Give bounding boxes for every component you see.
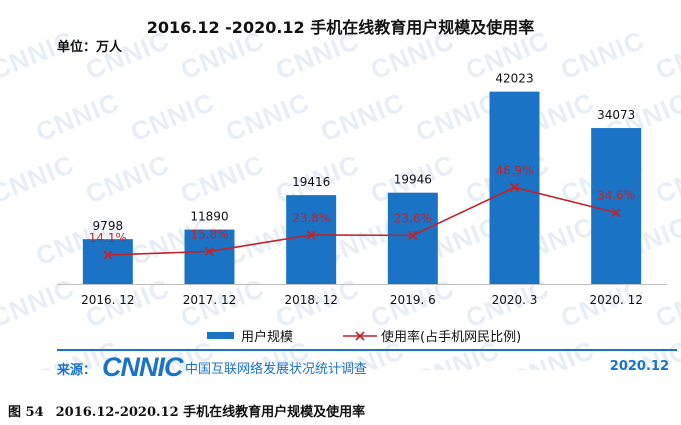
chart-canvas: 9798 11890 19416 19946 42023 34073 2016. 12 201… — [57, 72, 667, 307]
rate-value-label: 14.1% — [89, 231, 127, 245]
rate-value-label: 34.6% — [597, 189, 635, 203]
bar — [82, 239, 133, 284]
rate-point-marker — [611, 208, 621, 218]
rate-value-label: 23.8% — [292, 211, 330, 225]
rate-point-marker — [306, 230, 316, 240]
bar-value-label: 34073 — [597, 108, 635, 122]
rate-point-marker — [103, 250, 113, 260]
footer-divider — [57, 349, 677, 351]
bar-value-label: 19416 — [292, 175, 330, 189]
rate-line — [107, 186, 617, 256]
legend-line-swatch — [343, 331, 377, 341]
bar-value-label: 9798 — [93, 219, 124, 233]
rate-value-label: 15.8% — [190, 227, 228, 241]
rate-value-label: 46.9% — [495, 163, 533, 177]
legend-line-label: 使用率(占手机网民比例) — [381, 330, 522, 345]
x-tick-label: 2017. 12 — [183, 293, 236, 307]
legend-bar-label: 用户规模 — [241, 330, 294, 345]
bar — [387, 192, 438, 284]
x-tick-label: 2018. 12 — [284, 293, 337, 307]
bar — [286, 195, 337, 284]
bar — [591, 128, 642, 284]
rate-point-marker — [408, 230, 418, 241]
rate-point-marker — [509, 182, 520, 193]
bar-value-label: 19946 — [394, 173, 432, 187]
source-date: 2020.12 — [609, 359, 669, 374]
source-name: 中国互联网络发展状况统计调查 — [185, 362, 368, 377]
rate-point-marker — [204, 246, 215, 257]
x-tick-label: 2016. 12 — [81, 293, 134, 307]
figure-caption: 图 54 2016.12-2020.12 手机在线教育用户规模及使用率 — [8, 401, 365, 420]
unit-label: 单位：万人 — [57, 40, 123, 55]
legend-bar-swatch — [207, 332, 234, 339]
bar-value-label: 11890 — [190, 210, 228, 224]
cnnic-logo: CNNIC — [102, 352, 183, 382]
x-tick-label: 2019. 6 — [390, 293, 436, 307]
x-tick-label: 2020. 3 — [492, 293, 538, 307]
rate-value-label: 23.6% — [394, 211, 432, 225]
chart-title: 2016.12 -2020.12 手机在线教育用户规模及使用率 — [146, 18, 535, 37]
bar — [184, 229, 235, 284]
source-label: 来源： — [57, 363, 97, 378]
legend: 用户规模 使用率(占手机网民比例) — [0, 326, 681, 346]
bar-value-label: 42023 — [495, 72, 533, 86]
figure-caption-text: 2016.12-2020.12 手机在线教育用户规模及使用率 — [55, 405, 366, 420]
figure-number: 图 54 — [8, 405, 44, 420]
x-tick-label: 2020. 12 — [589, 293, 642, 307]
